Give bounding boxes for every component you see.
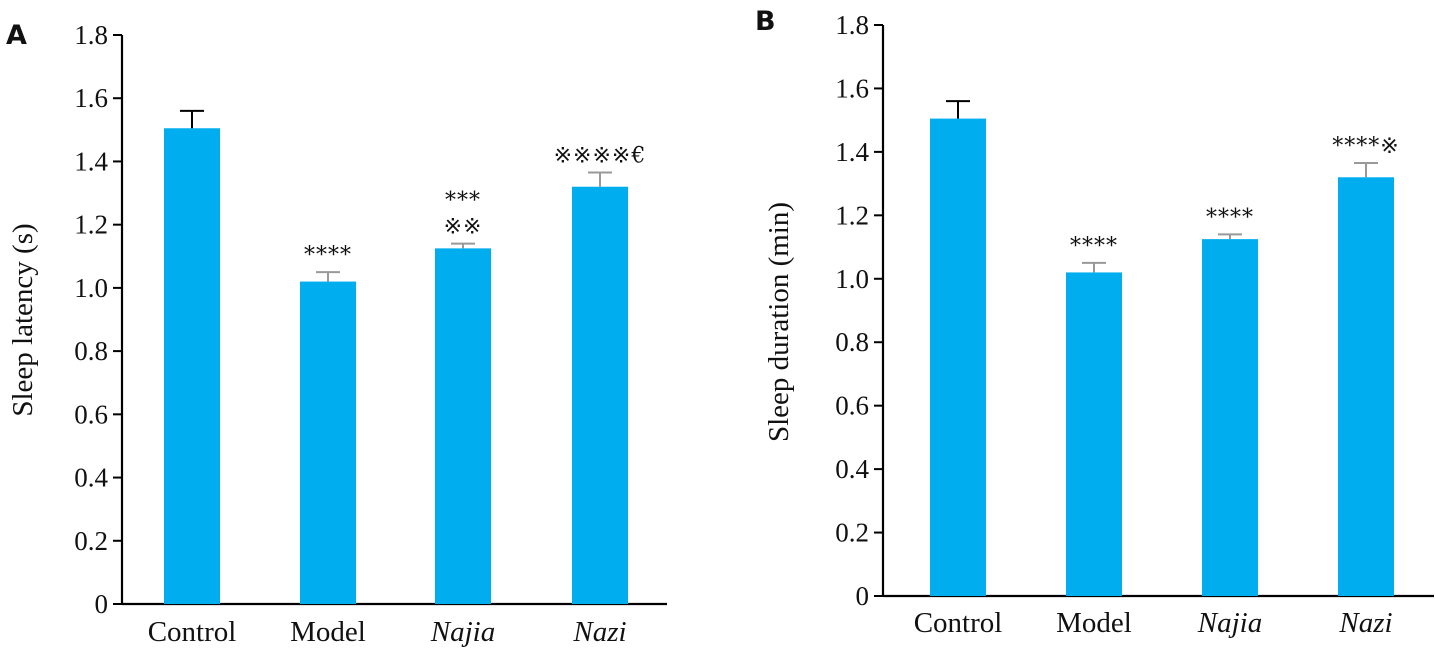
bar-model [300,281,356,604]
category-label: Nazi [1338,607,1392,639]
y-tick-label: 0 [95,589,109,619]
panel-letter-a: A [6,20,27,51]
panel-letter-b: B [755,6,776,37]
bar-najia [435,248,491,604]
y-ticks-a: 0 0.2 0.4 0.6 0.8 1.0 1.2 1.4 1.6 1.8 [74,20,122,619]
y-tick-label: 0.2 [835,518,869,548]
panel-b: B Sleep duration (min) 0 0.2 0.4 0.6 0.8 1.0 1… [755,6,1434,639]
y-tick-label: 1.4 [835,137,869,167]
significance-label: ****※ [1332,134,1399,159]
category-labels-b: Control Model Najia Nazi [914,607,1393,639]
bar-control [930,118,986,596]
y-tick-label: 1.6 [835,73,869,103]
bar-najia [1202,239,1258,596]
y-tick-label: 1.4 [74,146,108,176]
significance-label: ※※※※€ [554,144,647,169]
significance-label: ※※ [444,215,483,240]
y-tick-label: 1.6 [74,83,108,113]
y-axis-title-a: Sleep latency (s) [7,223,39,416]
bar-nazi [572,186,628,604]
y-tick-label: 0.8 [835,327,869,357]
y-tick-label: 1.0 [74,273,108,303]
y-tick-label: 1.2 [835,200,869,230]
category-label: Model [290,616,366,648]
y-tick-label: 1.2 [74,210,108,240]
significance-label: *** [445,189,481,214]
y-tick-label: 1.8 [835,10,869,40]
category-label: Najia [1197,607,1262,639]
bar-model [1066,272,1122,596]
bars-b: **** **** ****※ [930,100,1399,596]
panel-a: A Sleep latency (s) 0 0.2 0.4 0.6 0.8 1.0 1.2 1… [6,20,667,648]
y-tick-label: 0.4 [835,454,869,484]
category-labels-a: Control Model Najia Nazi [148,616,627,648]
bar-control [164,128,220,604]
y-tick-label: 0 [856,581,870,611]
y-axis-title-b: Sleep duration (min) [763,202,795,442]
y-tick-label: 1.0 [835,264,869,294]
significance-label: **** [1206,205,1254,230]
significance-label: **** [1070,234,1118,259]
category-label: Control [148,616,237,648]
significance-label: **** [304,243,352,268]
y-tick-label: 0.6 [74,399,108,429]
y-ticks-b: 0 0.2 0.4 0.6 0.8 1.0 1.2 1.4 1.6 1.8 [835,10,883,611]
category-label: Najia [430,616,495,648]
y-tick-label: 0.8 [74,336,108,366]
category-label: Control [914,607,1003,639]
y-tick-label: 0.2 [74,526,108,556]
category-label: Nazi [572,616,626,648]
y-tick-label: 1.8 [74,20,108,50]
y-tick-label: 0.6 [835,391,869,421]
bar-nazi [1338,177,1394,596]
bars-a: *******※※※※※※€ [164,109,647,604]
category-label: Model [1056,607,1132,639]
y-tick-label: 0.4 [74,463,108,493]
